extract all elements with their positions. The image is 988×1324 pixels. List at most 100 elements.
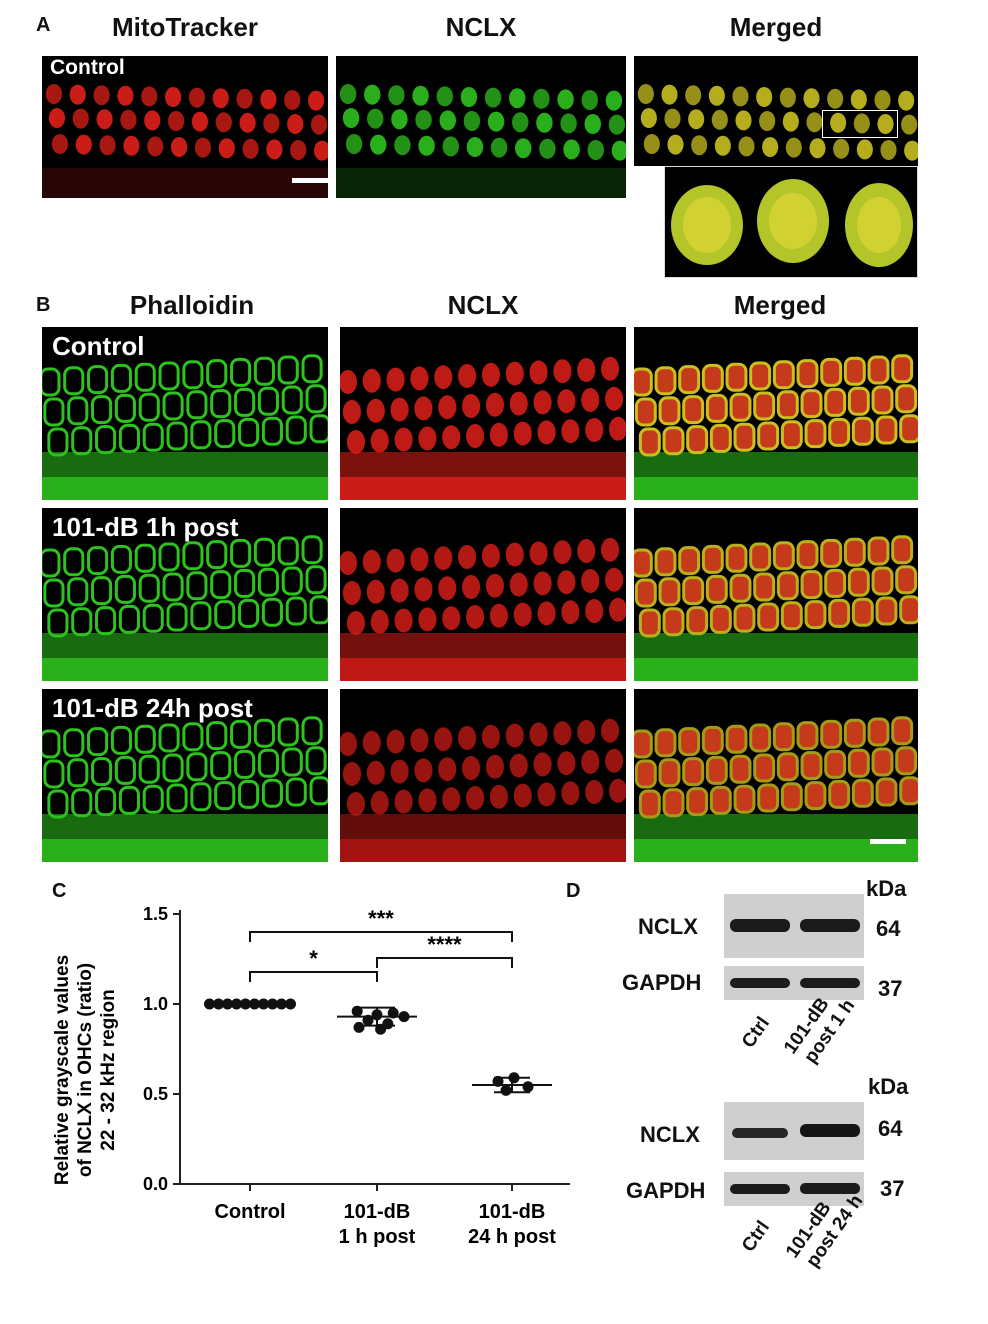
x-tick-label: Control	[214, 1201, 285, 1223]
cell	[309, 776, 328, 806]
cell	[780, 601, 803, 631]
cell	[218, 138, 235, 159]
cell	[114, 393, 136, 423]
cell	[682, 395, 705, 425]
cell	[51, 134, 69, 154]
cell	[796, 721, 819, 751]
cell	[230, 357, 252, 387]
cell	[800, 751, 823, 781]
cell	[709, 423, 732, 453]
cell	[123, 135, 140, 156]
cell	[346, 611, 365, 635]
cell	[796, 540, 819, 570]
panel-a-merged-inset	[664, 166, 918, 278]
cell	[234, 387, 256, 417]
cell	[309, 595, 328, 625]
cell	[640, 108, 657, 128]
cell	[691, 135, 708, 156]
pillar-band	[634, 839, 918, 862]
cell	[481, 543, 500, 568]
cell	[210, 389, 232, 419]
cell	[47, 608, 69, 638]
cell	[634, 548, 653, 578]
cell	[847, 567, 870, 597]
cell	[898, 90, 915, 111]
cell	[170, 137, 188, 157]
cell	[772, 541, 795, 571]
cell	[434, 365, 453, 390]
cell	[824, 568, 847, 598]
y-axis: 0.0 0.5 1.0 1.5	[143, 904, 181, 1194]
cell	[505, 361, 524, 386]
cell	[686, 787, 709, 817]
cell	[434, 727, 453, 752]
cell	[584, 114, 601, 134]
blot1-gapdh-membrane	[724, 966, 864, 1000]
cell	[895, 565, 918, 595]
cell	[487, 111, 505, 132]
cell	[851, 416, 874, 446]
cell	[827, 88, 844, 109]
cell	[847, 748, 870, 778]
cell	[749, 723, 772, 753]
cell	[410, 728, 429, 753]
cell	[342, 400, 361, 424]
panel-b-24h-phalloidin: 101-dB 24h post	[42, 689, 328, 862]
cell	[796, 359, 819, 389]
blot2-nclx-membrane	[724, 1102, 864, 1160]
cell	[362, 549, 381, 574]
cell	[828, 598, 851, 628]
cell	[99, 135, 116, 156]
cell	[609, 597, 626, 622]
cell	[757, 421, 780, 451]
cell	[735, 110, 752, 131]
blot2-gapdh-label: GAPDH	[626, 1178, 706, 1203]
significance-brackets: ********	[249, 906, 513, 982]
cell	[91, 395, 113, 425]
cell	[238, 779, 260, 809]
cell	[138, 573, 160, 603]
cell	[489, 603, 508, 628]
cell	[714, 135, 731, 156]
cell	[162, 391, 184, 421]
cell	[899, 414, 918, 444]
cell	[806, 112, 823, 133]
cell	[182, 360, 204, 390]
cell	[553, 721, 572, 746]
cell	[43, 759, 65, 789]
blot2-nclx-band-ctrl	[732, 1128, 788, 1138]
cell	[685, 85, 702, 106]
panel-b-label: B	[36, 294, 51, 316]
cell	[871, 385, 894, 415]
cell	[340, 732, 357, 756]
cell	[585, 599, 604, 623]
cell	[753, 753, 776, 783]
cell	[345, 134, 363, 154]
panel-c-chart: Relative grayscale values of NCLX in OHCs…	[52, 904, 570, 1248]
cell	[867, 717, 890, 747]
cell	[664, 108, 681, 129]
cell	[560, 113, 577, 134]
cell	[608, 114, 626, 135]
cell	[418, 607, 437, 632]
cell	[75, 134, 92, 155]
cell	[828, 779, 851, 809]
cell	[820, 538, 843, 568]
cell	[561, 419, 580, 444]
cell	[804, 781, 827, 811]
cell	[533, 752, 552, 777]
cell	[515, 138, 532, 159]
cell	[42, 729, 61, 759]
cell	[439, 110, 456, 131]
cell	[261, 597, 283, 627]
cell	[418, 788, 437, 813]
cell	[313, 140, 328, 161]
cell	[891, 354, 914, 384]
blot2-gapdh-band-ctrl	[730, 1184, 790, 1194]
cell	[410, 547, 429, 572]
cell	[340, 370, 357, 394]
cell	[732, 86, 749, 107]
cell	[182, 722, 204, 752]
cell	[772, 360, 795, 390]
cell	[466, 424, 485, 448]
